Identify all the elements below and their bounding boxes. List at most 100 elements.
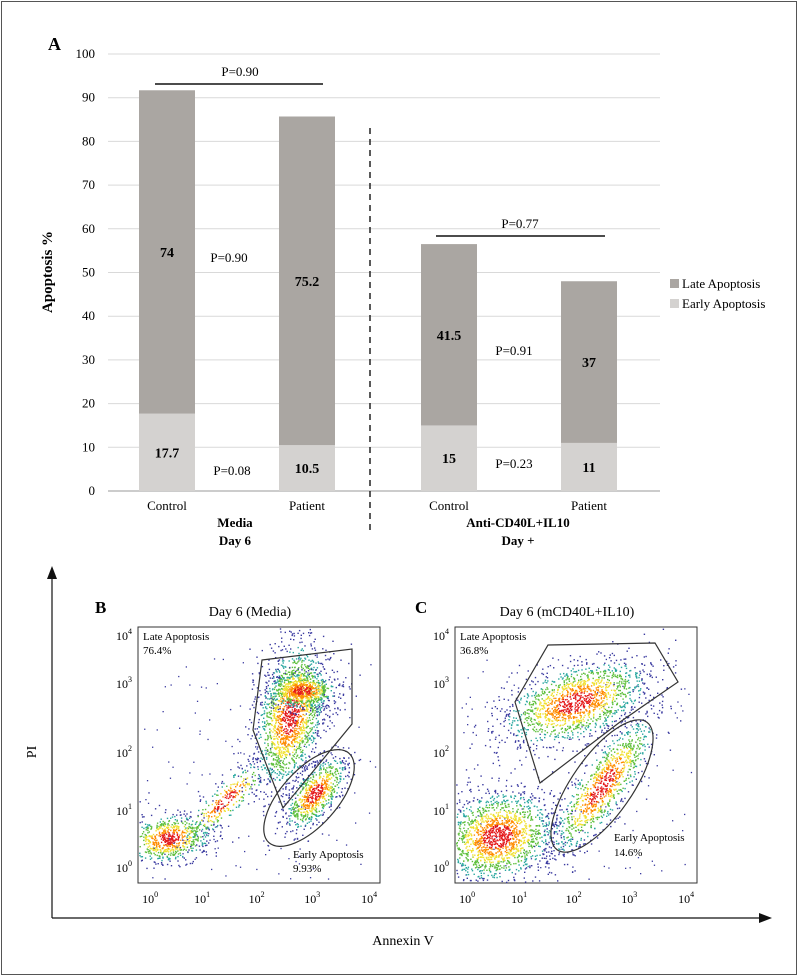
panel-b-event — [147, 846, 149, 848]
panel-b-event — [156, 834, 158, 836]
panel-b-event — [301, 726, 303, 728]
panel-b-event — [301, 708, 304, 711]
panel-b-event — [156, 846, 158, 848]
panel-c-event — [501, 820, 503, 822]
panel-b-event — [285, 705, 287, 707]
panel-b-event — [272, 703, 275, 705]
panel-b-event — [271, 720, 273, 722]
panel-b-event — [266, 772, 268, 774]
panel-b-event — [338, 795, 341, 797]
panel-b-event — [312, 705, 314, 708]
panel-b-event — [297, 714, 300, 716]
panel-c-event — [508, 833, 510, 836]
panel-b-event — [241, 781, 244, 783]
panel-b-event — [283, 660, 285, 662]
panel-b-event — [311, 800, 314, 802]
panel-c-event — [499, 865, 502, 867]
panel-b-event — [298, 684, 301, 687]
panel-c-event — [496, 867, 498, 869]
panel-b-event — [303, 678, 305, 680]
panel-b-event — [212, 829, 215, 831]
panel-c-event — [466, 784, 468, 786]
panel-b-event — [307, 667, 309, 670]
panel-c-event — [477, 858, 479, 860]
panel-b-event — [285, 700, 287, 702]
panel-b-event — [312, 804, 314, 807]
panel-b-event — [303, 687, 306, 690]
panel-b-event — [303, 815, 305, 817]
panel-b-event — [172, 831, 175, 833]
panel-b-event — [307, 721, 309, 723]
panel-c-event — [486, 844, 488, 847]
panel-b-event — [292, 806, 295, 808]
panel-c-event — [479, 800, 481, 803]
panel-b-event — [275, 719, 277, 721]
panel-b-event — [189, 862, 192, 865]
panel-b-event — [291, 706, 293, 709]
panel-c-event — [499, 854, 501, 856]
panel-b-event — [322, 703, 324, 705]
panel-b-event — [238, 806, 240, 808]
panel-b-event — [139, 835, 141, 838]
panel-b-event — [304, 658, 307, 660]
panel-b-event — [302, 702, 304, 704]
panel-b-event — [253, 766, 256, 769]
panel-c-event — [474, 830, 476, 832]
panel-b-event — [199, 733, 201, 735]
panel-b-event — [291, 704, 293, 706]
panel-b-event — [328, 706, 330, 708]
panel-b-event — [300, 698, 302, 701]
panel-b-event — [308, 734, 310, 737]
panel-b-event — [309, 802, 311, 804]
panel-b-event — [310, 645, 312, 647]
panel-b-event — [233, 791, 235, 793]
panel-c-event — [531, 838, 533, 841]
panel-b-event — [328, 834, 330, 836]
panel-b-event — [276, 676, 278, 678]
panel-b-event — [290, 690, 292, 693]
panel-b-event — [213, 815, 216, 817]
panel-c-event — [630, 724, 632, 726]
panel-b-event — [291, 717, 293, 719]
panel-b-event — [326, 767, 328, 769]
panel-b-event — [272, 763, 274, 765]
panel-c-event — [481, 797, 483, 799]
panel-b-event — [308, 717, 311, 719]
panel-b-event — [296, 674, 298, 676]
panel-b-event — [260, 752, 262, 755]
panel-b-event — [309, 790, 312, 792]
panel-b-event — [321, 690, 323, 692]
panel-b-event — [332, 685, 334, 688]
panel-b-event — [178, 675, 180, 678]
panel-b-event — [308, 685, 311, 688]
panel-b-event — [276, 718, 278, 720]
panel-c-event — [479, 877, 481, 880]
x-tick-labels: Control Patient Control Patient — [147, 498, 607, 513]
panel-b-event — [318, 774, 321, 776]
panel-b-event — [294, 671, 296, 673]
panel-b-event — [303, 670, 306, 672]
panel-c-event — [459, 822, 462, 825]
panel-b-event — [172, 854, 174, 856]
panel-b-event — [313, 713, 315, 716]
panel-b-event — [249, 708, 251, 710]
panel-b-event — [159, 848, 161, 851]
panel-b-event — [304, 743, 306, 746]
panel-b-event — [257, 696, 259, 699]
panel-b-event — [179, 727, 181, 729]
panel-b-event — [321, 810, 323, 812]
panel-b-event — [320, 759, 322, 761]
panel-b-event — [220, 803, 222, 805]
panel-b-event — [315, 798, 318, 800]
panel-b-event — [300, 710, 302, 712]
panel-b-event — [295, 750, 297, 752]
panel-c-event — [651, 860, 653, 862]
panel-b-event — [261, 758, 264, 760]
panel-b-event — [287, 729, 289, 731]
panel-b-event — [156, 729, 158, 731]
panel-b-event — [242, 662, 244, 664]
panel-b-event — [290, 681, 293, 684]
panel-b-event — [258, 775, 261, 777]
panel-b-event — [212, 800, 214, 802]
panel-c-event — [512, 854, 514, 856]
